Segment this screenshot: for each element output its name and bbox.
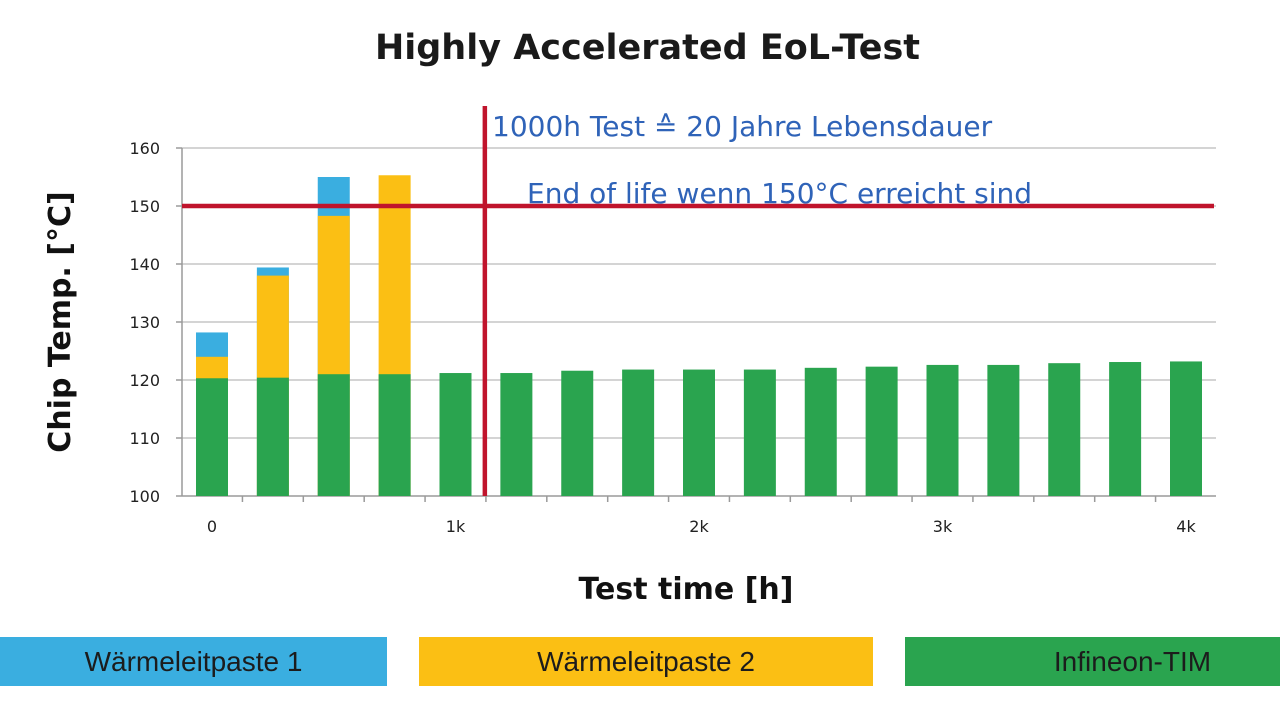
bar [865,366,898,496]
bar [743,369,776,496]
bar [378,374,411,496]
chart: 100 110 120 130 140 150 160 0 1k 2k 3k 4k 1000h Te… [43,106,1216,607]
bar [1048,363,1081,496]
chart-title: Highly Accelerated EoL-Test [374,28,921,68]
bar [926,364,959,496]
bar [683,369,715,496]
x-axis-title: Test time [h] [579,572,794,607]
bar [439,373,472,496]
bar [1170,361,1202,496]
marker-annotation: 1000h Test ≙ 20 Jahre Lebensdauer [492,110,993,143]
legend-label: Wärmeleitpaste 1 [84,645,303,677]
bar [804,367,837,496]
x-tick-label: 3k [933,517,953,536]
y-tick-label: 120 [129,371,160,390]
bar [196,378,228,496]
reference-lines [182,106,1214,496]
legend-item-waermeleitpaste-2: Wärmeleitpaste 2 [419,637,873,686]
legend-label: Infineon-TIM [1053,645,1212,677]
bar [500,373,533,496]
y-axis-title: Chip Temp. [°C] [43,191,78,452]
y-axis-ticks: 100 110 120 130 140 150 160 [129,139,160,506]
bar [987,364,1020,496]
x-axis-ticks: 0 1k 2k 3k 4k [207,517,1197,536]
bar [317,374,350,496]
x-tick-label: 1k [446,517,466,536]
x-tick-label: 4k [1176,517,1196,536]
y-tick-label: 110 [129,429,160,448]
legend-item-waermeleitpaste-1: Wärmeleitpaste 1 [0,637,387,686]
x-tick-label: 2k [689,517,709,536]
y-tick-label: 140 [129,255,160,274]
threshold-annotation: End of life wenn 150°C erreicht sind [527,177,1032,210]
bars [196,175,1202,497]
legend-item-infineon-tim: Infineon-TIM [905,637,1280,686]
x-tick-label: 0 [207,517,217,536]
bar [622,369,655,496]
y-tick-label: 150 [129,197,160,216]
y-tick-label: 160 [129,139,160,158]
bar [1109,362,1142,496]
legend-label: Wärmeleitpaste 2 [537,645,755,677]
y-tick-label: 130 [129,313,160,332]
bar [256,377,289,496]
bar [561,370,594,496]
y-tick-label: 100 [129,487,160,506]
